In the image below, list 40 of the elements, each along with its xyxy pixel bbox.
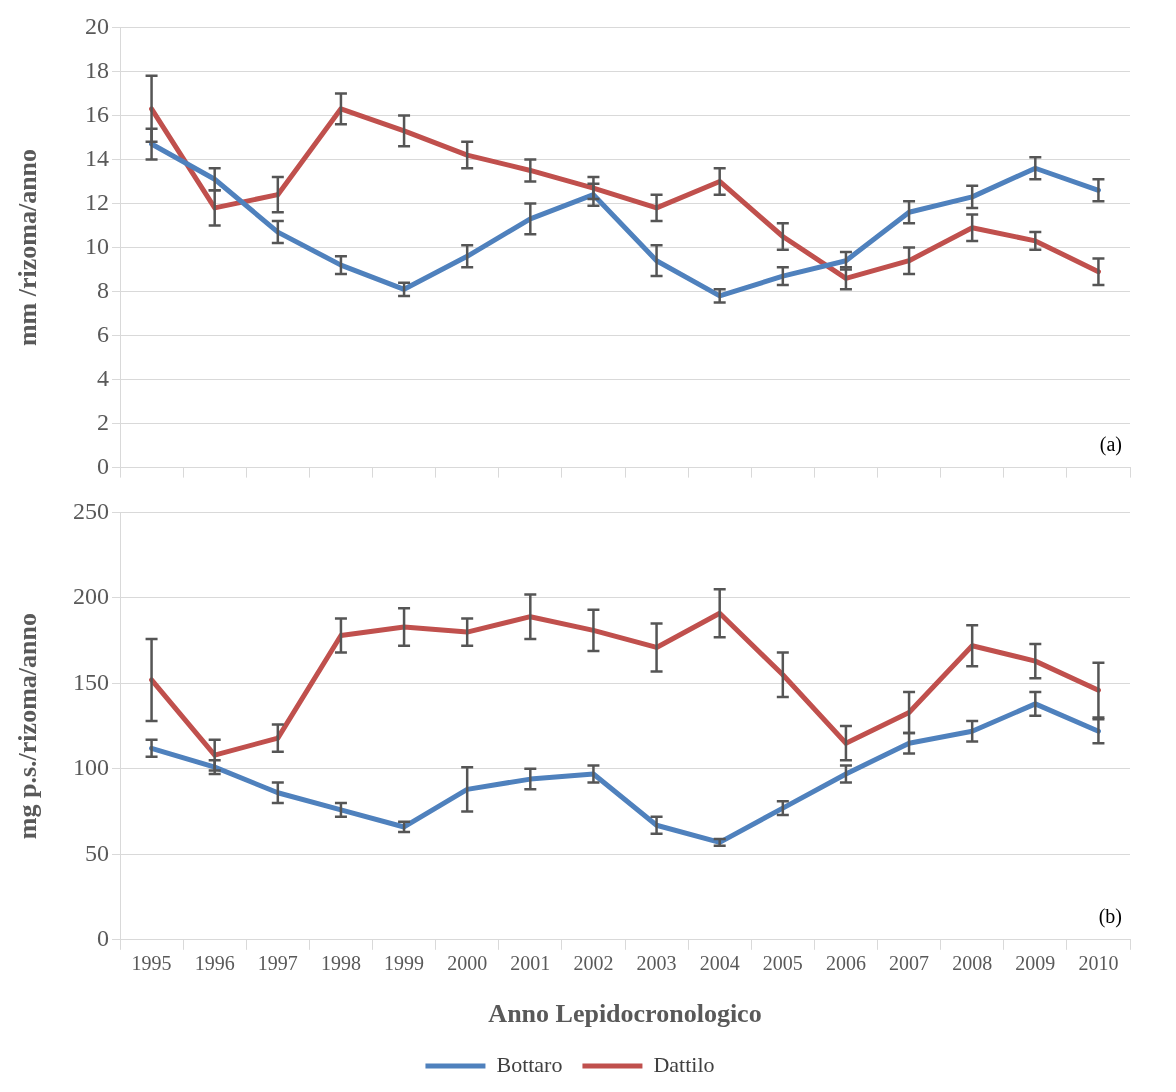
y-axis-title: mg p.s./rizoma/anno <box>13 613 43 840</box>
x-tick-label: 2003 <box>636 952 677 975</box>
x-tick-label: 2010 <box>1078 952 1119 975</box>
x-tick-label: 2007 <box>889 952 930 975</box>
y-tick-label: 20 <box>85 12 109 39</box>
y-tick-label: 150 <box>73 668 109 695</box>
x-tick-label: 2009 <box>1015 952 1056 975</box>
y-tick-label: 12 <box>85 188 109 215</box>
x-tick-label: 1996 <box>194 952 235 975</box>
y-tick-label: 250 <box>73 497 109 524</box>
y-tick-label: 16 <box>85 100 109 127</box>
y-axis-title: mm /rizoma/anno <box>13 148 43 347</box>
x-tick-label: 2004 <box>699 952 740 975</box>
legend-label: Dattilo <box>653 1051 715 1077</box>
x-tick-label: 2006 <box>825 952 866 975</box>
x-tick-label: 1999 <box>384 952 425 975</box>
y-tick-label: 200 <box>73 583 109 610</box>
legend-label: Bottaro <box>496 1051 563 1077</box>
y-tick-label: 8 <box>97 276 109 303</box>
x-tick-label: 1997 <box>257 952 298 975</box>
y-tick-label: 0 <box>97 925 109 952</box>
y-tick-label: 100 <box>73 754 109 781</box>
y-tick-label: 14 <box>85 144 109 171</box>
x-tick-label: 2008 <box>952 952 993 975</box>
y-tick-label: 18 <box>85 56 109 83</box>
y-tick-label: 0 <box>97 452 109 479</box>
x-tick-label: 2002 <box>573 952 614 975</box>
x-tick-label: 2005 <box>762 952 803 975</box>
annotation: (a) <box>1099 432 1122 456</box>
x-axis-title: Anno Lepidocronologico <box>488 999 762 1029</box>
annotation: (b) <box>1098 905 1122 929</box>
x-tick-label: 1998 <box>320 952 361 975</box>
x-tick-label: 2000 <box>447 952 488 975</box>
y-tick-label: 6 <box>97 320 109 347</box>
y-tick-label: 50 <box>85 839 109 866</box>
y-tick-label: 4 <box>97 364 109 391</box>
y-tick-label: 2 <box>97 408 109 435</box>
y-tick-label: 10 <box>85 232 109 259</box>
x-tick-label: 1995 <box>131 952 172 975</box>
x-tick-label: 2001 <box>510 952 551 975</box>
